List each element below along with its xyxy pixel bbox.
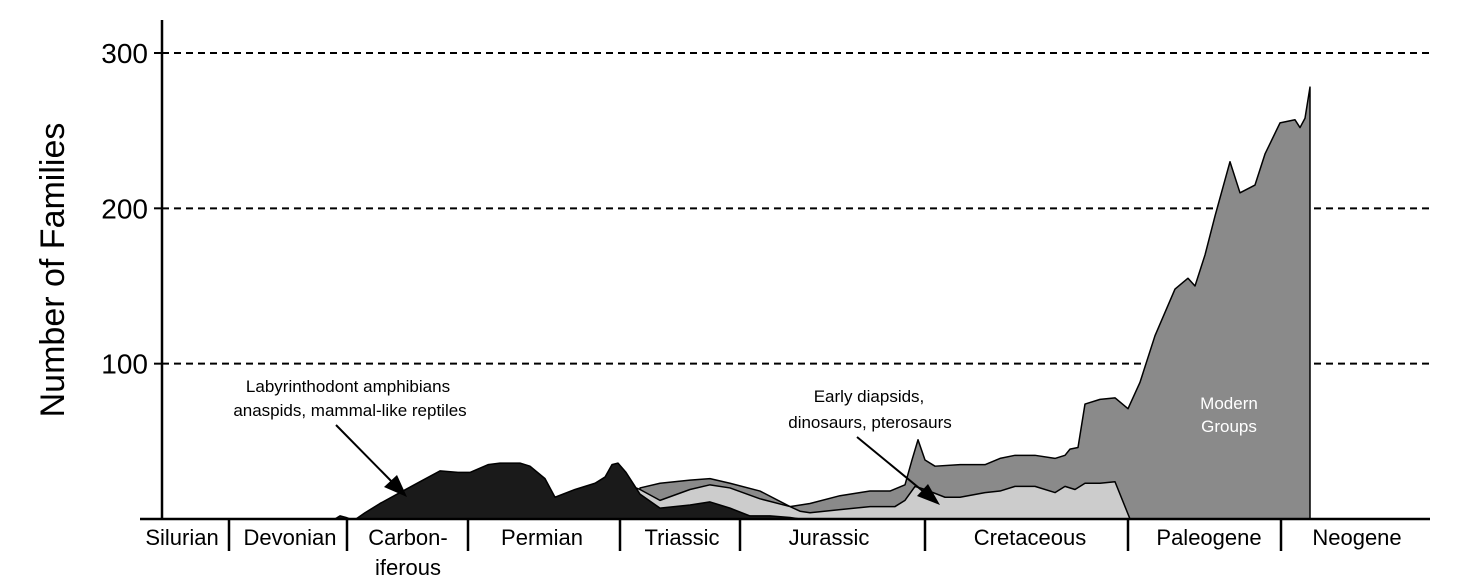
annotation-arrow-diapsids xyxy=(856,436,940,505)
annotation-diapsids-1: Early diapsids, xyxy=(814,387,925,406)
period-labels: Silurian Devonian Carbon-iferous Permian Tri… xyxy=(145,519,1402,580)
period-label-5: Jurassic xyxy=(789,525,870,550)
y-tick-label-100: 100 xyxy=(101,349,148,380)
y-ticks: 100 200 300 xyxy=(101,38,162,380)
period-label-6: Cretaceous xyxy=(974,525,1087,550)
series-area-1 xyxy=(619,480,1131,520)
annotation-arrow-labyrinthodont xyxy=(335,424,407,497)
period-label-7: Paleogene xyxy=(1156,525,1261,550)
y-axis-label: Number of Families xyxy=(34,123,72,418)
annotation-diapsids-2: dinosaurs, pterosaurs xyxy=(788,413,951,432)
series-area-2 xyxy=(639,86,1311,520)
y-tick-label-300: 300 xyxy=(101,38,148,69)
y-tick-label-200: 200 xyxy=(101,193,148,224)
period-label-2-line2: iferous xyxy=(375,555,441,580)
period-label-3: Permian xyxy=(501,525,583,550)
period-label-4: Triassic xyxy=(645,525,720,550)
period-label-2-line1: Carbon- xyxy=(368,525,447,550)
series-layer xyxy=(334,86,1311,520)
period-label-1: Devonian xyxy=(244,525,337,550)
annotation-labyrinthodont-1: Labyrinthodont amphibians xyxy=(246,377,450,396)
axes xyxy=(140,20,1430,521)
period-label-0: Silurian xyxy=(145,525,218,550)
annotation-modern-1: Modern xyxy=(1200,394,1258,413)
annotation-modern-2: Groups xyxy=(1201,417,1257,436)
period-label-8: Neogene xyxy=(1312,525,1401,550)
series-area-0 xyxy=(334,462,801,520)
annotation-labyrinthodont-2: anaspids, mammal-like reptiles xyxy=(233,401,466,420)
